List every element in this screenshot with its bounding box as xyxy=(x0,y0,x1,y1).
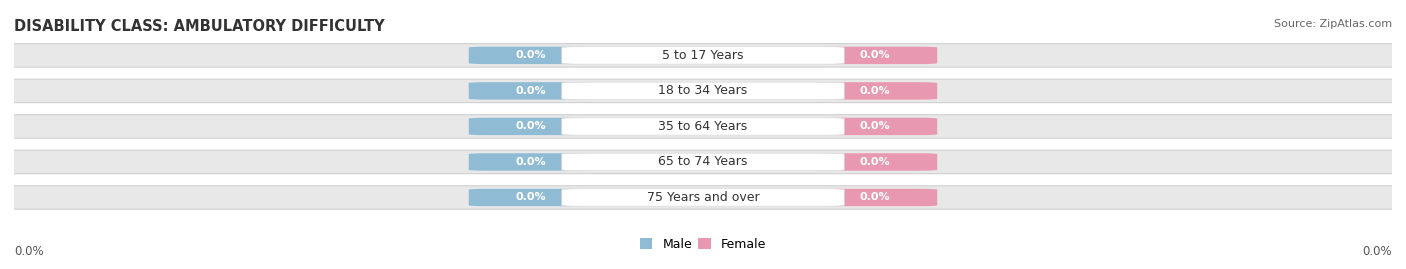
FancyBboxPatch shape xyxy=(562,118,844,135)
FancyBboxPatch shape xyxy=(813,189,938,206)
Text: 65 to 74 Years: 65 to 74 Years xyxy=(658,155,748,168)
FancyBboxPatch shape xyxy=(813,47,938,64)
FancyBboxPatch shape xyxy=(0,79,1406,103)
Text: DISABILITY CLASS: AMBULATORY DIFFICULTY: DISABILITY CLASS: AMBULATORY DIFFICULTY xyxy=(14,19,385,34)
Text: 0.0%: 0.0% xyxy=(516,50,546,60)
Text: 0.0%: 0.0% xyxy=(860,50,890,60)
Text: 75 Years and over: 75 Years and over xyxy=(647,191,759,204)
FancyBboxPatch shape xyxy=(0,150,1406,174)
FancyBboxPatch shape xyxy=(562,153,844,171)
FancyBboxPatch shape xyxy=(0,44,1406,67)
FancyBboxPatch shape xyxy=(468,47,593,64)
FancyBboxPatch shape xyxy=(468,189,593,206)
FancyBboxPatch shape xyxy=(562,47,844,64)
FancyBboxPatch shape xyxy=(468,82,593,100)
Text: 0.0%: 0.0% xyxy=(516,121,546,132)
FancyBboxPatch shape xyxy=(562,82,844,100)
Text: 0.0%: 0.0% xyxy=(1362,245,1392,258)
FancyBboxPatch shape xyxy=(0,186,1406,209)
Text: 0.0%: 0.0% xyxy=(516,157,546,167)
Text: 35 to 64 Years: 35 to 64 Years xyxy=(658,120,748,133)
Text: Source: ZipAtlas.com: Source: ZipAtlas.com xyxy=(1274,19,1392,29)
Text: 0.0%: 0.0% xyxy=(860,121,890,132)
FancyBboxPatch shape xyxy=(813,153,938,171)
Text: 0.0%: 0.0% xyxy=(860,86,890,96)
FancyBboxPatch shape xyxy=(468,118,593,135)
FancyBboxPatch shape xyxy=(468,153,593,171)
Text: 5 to 17 Years: 5 to 17 Years xyxy=(662,49,744,62)
FancyBboxPatch shape xyxy=(562,189,844,206)
Text: 0.0%: 0.0% xyxy=(860,193,890,203)
FancyBboxPatch shape xyxy=(813,118,938,135)
FancyBboxPatch shape xyxy=(813,82,938,100)
Text: 0.0%: 0.0% xyxy=(516,193,546,203)
Text: 0.0%: 0.0% xyxy=(516,86,546,96)
Legend: Male, Female: Male, Female xyxy=(636,233,770,256)
Text: 0.0%: 0.0% xyxy=(14,245,44,258)
FancyBboxPatch shape xyxy=(0,115,1406,138)
Text: 0.0%: 0.0% xyxy=(860,157,890,167)
Text: 18 to 34 Years: 18 to 34 Years xyxy=(658,84,748,97)
